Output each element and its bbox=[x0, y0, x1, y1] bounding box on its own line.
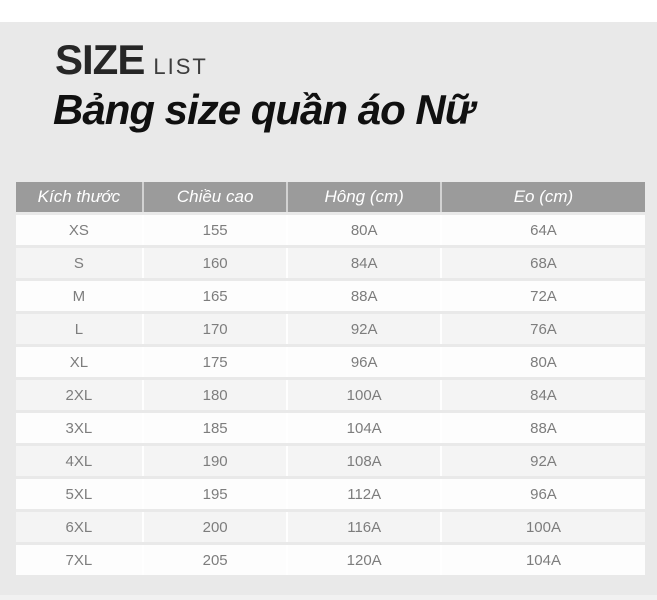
table-cell: L bbox=[16, 314, 142, 344]
table-cell: XL bbox=[16, 347, 142, 377]
table-cell: 68A bbox=[439, 248, 645, 278]
table-row: 4XL 190 108A 92A bbox=[16, 446, 645, 476]
table-row: L 170 92A 76A bbox=[16, 314, 645, 344]
table-cell: 104A bbox=[286, 413, 440, 443]
table-cell: 92A bbox=[439, 446, 645, 476]
table-cell: 88A bbox=[439, 413, 645, 443]
table-cell: 175 bbox=[141, 347, 287, 377]
column-header-waist: Eo (cm) bbox=[439, 182, 645, 212]
table-cell: 80A bbox=[439, 347, 645, 377]
table-body: XS 155 80A 64A S 160 84A 68A M 165 88A 72A L 170 92A 76… bbox=[16, 215, 645, 575]
table-row: S 160 84A 68A bbox=[16, 248, 645, 278]
table-cell: 5XL bbox=[16, 479, 142, 509]
table-header-row: Kích thước Chiều cao Hông (cm) Eo (cm) bbox=[16, 182, 645, 212]
table-cell: 165 bbox=[141, 281, 287, 311]
table-cell: 155 bbox=[141, 215, 287, 245]
top-white-band bbox=[0, 0, 657, 22]
page-title: Bảng size quần áo Nữ bbox=[53, 86, 475, 133]
table-row: M 165 88A 72A bbox=[16, 281, 645, 311]
brand-title-sub: LIST bbox=[153, 54, 208, 79]
table-cell: 108A bbox=[286, 446, 440, 476]
table-cell: 170 bbox=[141, 314, 287, 344]
table-cell: 120A bbox=[286, 545, 440, 575]
table-cell: 7XL bbox=[16, 545, 142, 575]
table-row: 7XL 205 120A 104A bbox=[16, 545, 645, 575]
table-cell: S bbox=[16, 248, 142, 278]
table-cell: 92A bbox=[286, 314, 440, 344]
table-cell: 100A bbox=[439, 512, 645, 542]
table-cell: 80A bbox=[286, 215, 440, 245]
table-cell: 160 bbox=[141, 248, 287, 278]
table-cell: 190 bbox=[141, 446, 287, 476]
table-row: XL 175 96A 80A bbox=[16, 347, 645, 377]
table-cell: 100A bbox=[286, 380, 440, 410]
table-cell: 104A bbox=[439, 545, 645, 575]
table-cell: 96A bbox=[286, 347, 440, 377]
table-cell: XS bbox=[16, 215, 142, 245]
table-cell: 185 bbox=[141, 413, 287, 443]
table-row: 5XL 195 112A 96A bbox=[16, 479, 645, 509]
table-cell: 88A bbox=[286, 281, 440, 311]
bottom-light-band bbox=[0, 595, 657, 600]
brand-title-main: SIZE bbox=[55, 36, 145, 83]
brand-title: SIZE LIST bbox=[55, 36, 208, 84]
table-cell: 64A bbox=[439, 215, 645, 245]
table-cell: 4XL bbox=[16, 446, 142, 476]
column-header-hip: Hông (cm) bbox=[286, 182, 440, 212]
table-cell: 116A bbox=[286, 512, 440, 542]
table-cell: 112A bbox=[286, 479, 440, 509]
column-header-size: Kích thước bbox=[16, 182, 142, 212]
table-cell: 6XL bbox=[16, 512, 142, 542]
table-cell: 3XL bbox=[16, 413, 142, 443]
table-cell: 205 bbox=[141, 545, 287, 575]
table-row: 2XL 180 100A 84A bbox=[16, 380, 645, 410]
table-cell: M bbox=[16, 281, 142, 311]
table-row: 6XL 200 116A 100A bbox=[16, 512, 645, 542]
size-table: Kích thước Chiều cao Hông (cm) Eo (cm) X… bbox=[16, 179, 645, 578]
column-header-height: Chiều cao bbox=[141, 182, 287, 212]
table-row: XS 155 80A 64A bbox=[16, 215, 645, 245]
table-cell: 200 bbox=[141, 512, 287, 542]
table-cell: 180 bbox=[141, 380, 287, 410]
table-cell: 96A bbox=[439, 479, 645, 509]
table-cell: 195 bbox=[141, 479, 287, 509]
table-cell: 84A bbox=[286, 248, 440, 278]
table-cell: 84A bbox=[439, 380, 645, 410]
table-row: 3XL 185 104A 88A bbox=[16, 413, 645, 443]
table-cell: 72A bbox=[439, 281, 645, 311]
table-cell: 2XL bbox=[16, 380, 142, 410]
table-cell: 76A bbox=[439, 314, 645, 344]
